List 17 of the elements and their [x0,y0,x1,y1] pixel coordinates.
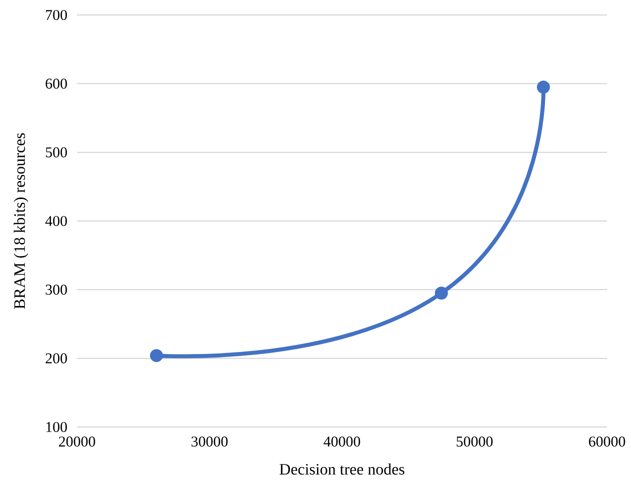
y-tick-label: 200 [46,353,67,364]
point [536,80,550,94]
x-axis-title: Decision tree nodes [280,463,404,475]
x-tick-label: 30000 [192,436,228,447]
y-tick-label: 400 [45,216,67,226]
x-tick-label: 20000 [58,436,96,447]
y-tick-label: 300 [46,284,67,295]
x-tick-label: 40000 [324,436,360,447]
y-tick-label: 500 [46,147,67,158]
y-axis-title: BRAM (18 kbits) resources [14,133,28,309]
y-tick-label: 700 [46,10,67,20]
point [150,349,163,362]
x-tick-label: 50000 [456,436,493,447]
y-tick-label: 100 [46,422,67,432]
x-tick-label: 60000 [588,436,626,447]
point [434,286,448,300]
y-tick-label: 600 [46,78,67,89]
